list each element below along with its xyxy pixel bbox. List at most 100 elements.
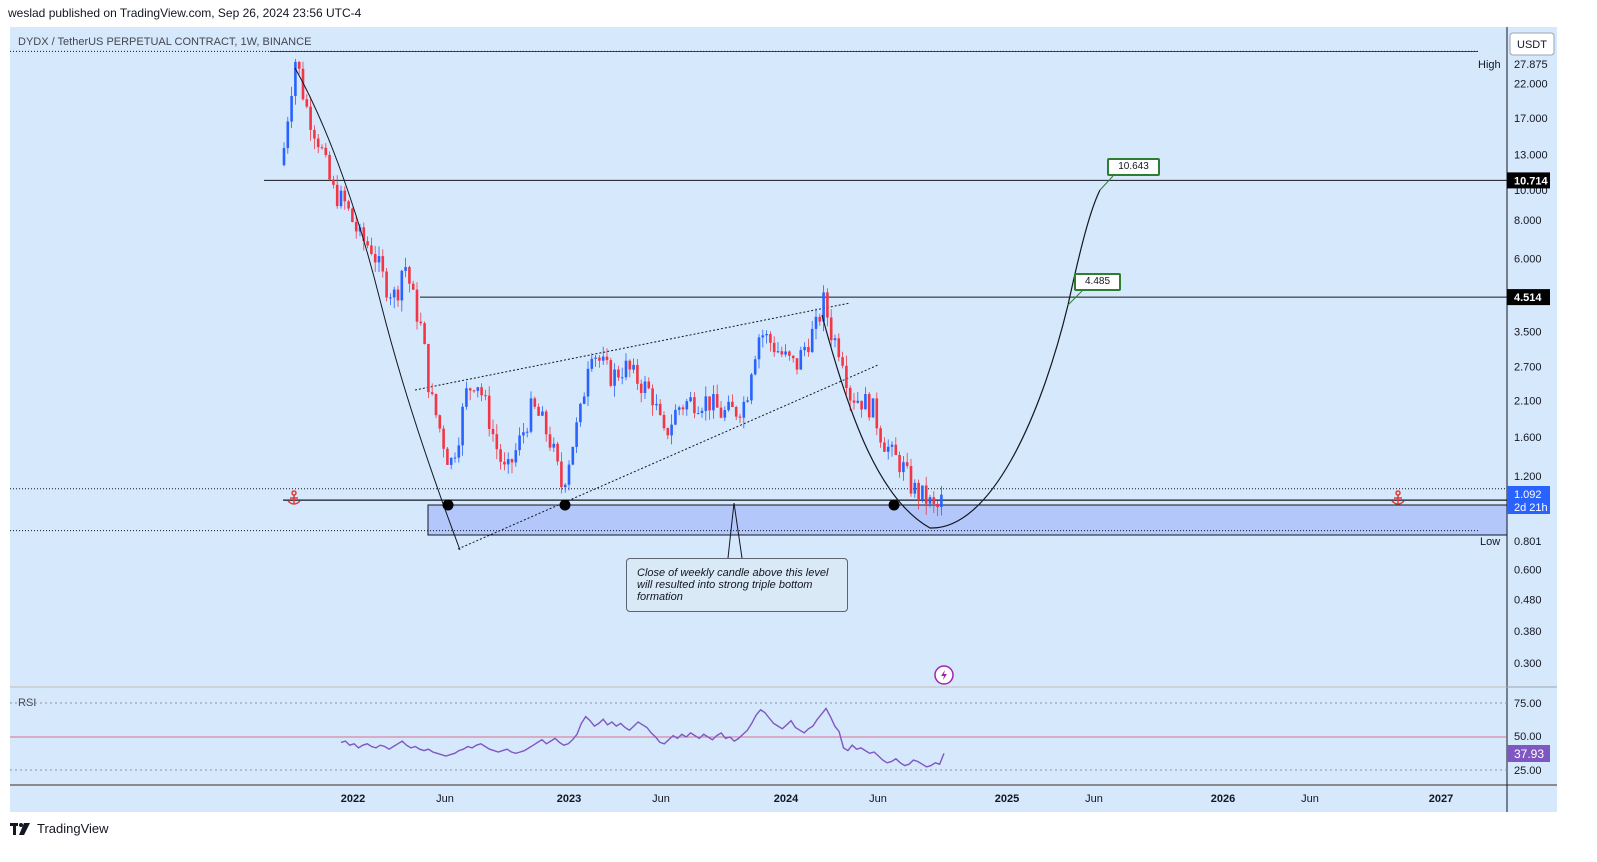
candle-body-58 bbox=[503, 461, 506, 465]
candle-body-164 bbox=[905, 462, 909, 466]
target-callout-10643[interactable]: 10.643 bbox=[1107, 158, 1160, 176]
candle-body-22 bbox=[366, 241, 369, 246]
time-axis-background bbox=[10, 786, 1557, 812]
support-zone[interactable] bbox=[427, 504, 1508, 536]
candle-body-91 bbox=[628, 360, 632, 370]
rsi-current-box bbox=[1507, 745, 1550, 762]
candle-body-8 bbox=[313, 129, 316, 139]
rsi-tick-50: 50.00 bbox=[1514, 731, 1542, 743]
candle-body-10 bbox=[320, 147, 324, 149]
candle-body-1 bbox=[286, 121, 290, 149]
target-callout-4485[interactable]: 4.485 bbox=[1074, 273, 1121, 291]
candle-body-140 bbox=[814, 316, 818, 329]
candle-body-99 bbox=[658, 403, 662, 415]
candle-body-158 bbox=[883, 442, 886, 452]
candle-body-116 bbox=[723, 410, 727, 418]
candle-body-32 bbox=[404, 267, 407, 271]
candle-body-30 bbox=[396, 289, 400, 301]
candle-body-9 bbox=[316, 138, 320, 148]
candle-body-133 bbox=[788, 351, 791, 356]
candle-body-107 bbox=[689, 397, 692, 402]
time-tick-4: 2024 bbox=[774, 793, 799, 805]
candle-body-51 bbox=[476, 387, 480, 391]
time-tick-2: 2023 bbox=[557, 793, 581, 805]
rsi-line bbox=[340, 707, 945, 768]
candle-body-138 bbox=[807, 346, 810, 353]
tradingview-logo-icon bbox=[10, 822, 30, 835]
price-label-box-1 bbox=[1507, 289, 1550, 306]
time-tick-6: 2025 bbox=[995, 793, 1019, 805]
candle-body-137 bbox=[803, 346, 806, 351]
candle-body-28 bbox=[389, 297, 392, 299]
tradingview-brand[interactable]: TradingView bbox=[10, 821, 109, 836]
candle-body-36 bbox=[419, 321, 423, 324]
candle-body-39 bbox=[430, 392, 434, 394]
wedge-upper-line[interactable] bbox=[414, 302, 851, 391]
candle-body-98 bbox=[655, 403, 658, 406]
current-price-countdown: 2d 21h bbox=[1514, 502, 1548, 514]
rsi-pane-background bbox=[10, 688, 1507, 784]
candle-body-161 bbox=[894, 444, 898, 455]
candle-body-121 bbox=[742, 401, 746, 418]
candle-body-53 bbox=[484, 395, 487, 397]
candle-body-87 bbox=[613, 369, 616, 386]
candle-body-160 bbox=[890, 444, 894, 447]
projection-curve[interactable] bbox=[821, 189, 1101, 529]
candle-body-142 bbox=[822, 292, 825, 322]
rsi-tick-25: 25.00 bbox=[1514, 765, 1542, 777]
bottom-marker-2[interactable] bbox=[559, 499, 571, 511]
candle-body-114 bbox=[715, 394, 719, 408]
candle-body-93 bbox=[636, 364, 639, 384]
price-label-box-0 bbox=[1507, 172, 1550, 189]
downtrend-line[interactable] bbox=[294, 67, 461, 551]
candle-body-90 bbox=[624, 360, 628, 378]
wedge-lower-line[interactable] bbox=[457, 364, 879, 550]
lightning-icon[interactable] bbox=[934, 665, 954, 685]
candle-body-173 bbox=[940, 494, 943, 507]
candle-body-125 bbox=[757, 337, 761, 360]
time-tick-0: 2022 bbox=[341, 793, 365, 805]
candle-body-19 bbox=[354, 221, 358, 232]
time-tick-3: Jun bbox=[652, 793, 670, 805]
candle-body-144 bbox=[829, 317, 833, 341]
bottom-marker-3[interactable] bbox=[888, 499, 900, 511]
price-tick-6: 3.500 bbox=[1514, 327, 1542, 339]
candle-body-29 bbox=[392, 289, 396, 298]
candle-body-89 bbox=[620, 377, 624, 379]
candle-body-166 bbox=[913, 482, 917, 494]
anchor-icon[interactable] bbox=[287, 490, 301, 505]
candle-body-167 bbox=[917, 482, 920, 500]
candle-body-59 bbox=[506, 459, 510, 465]
candle-body-126 bbox=[761, 335, 765, 338]
target-pointer-4485 bbox=[1067, 290, 1083, 306]
bottom-marker-1[interactable] bbox=[442, 499, 454, 511]
candle-body-106 bbox=[685, 401, 689, 410]
candle-body-141 bbox=[818, 316, 822, 322]
time-tick-5: Jun bbox=[869, 793, 887, 805]
anchor-icon[interactable] bbox=[1391, 490, 1405, 505]
candle-body-105 bbox=[681, 407, 685, 410]
candle-body-63 bbox=[522, 432, 525, 436]
candle-body-130 bbox=[776, 351, 780, 353]
candle-body-42 bbox=[442, 428, 445, 449]
currency-box[interactable] bbox=[1509, 32, 1555, 56]
candle-body-102 bbox=[670, 424, 673, 436]
candle-body-159 bbox=[886, 446, 890, 452]
annotation-note[interactable]: Close of weekly candle above this level … bbox=[626, 558, 848, 612]
candle-body-56 bbox=[495, 434, 499, 450]
rsi-current-value: 37.93 bbox=[1514, 747, 1544, 761]
candle-body-27 bbox=[385, 271, 388, 298]
candle-body-168 bbox=[921, 485, 924, 500]
candle-body-81 bbox=[590, 358, 594, 369]
candle-body-148 bbox=[845, 365, 848, 388]
candle-body-92 bbox=[632, 364, 635, 370]
candle-body-124 bbox=[753, 359, 757, 375]
candle-body-12 bbox=[328, 155, 331, 180]
candle-body-2 bbox=[290, 96, 293, 122]
candle-body-11 bbox=[324, 147, 328, 155]
candle-body-78 bbox=[579, 403, 582, 423]
tradingview-label: TradingView bbox=[37, 821, 109, 836]
candle-body-35 bbox=[415, 289, 419, 322]
candle-body-112 bbox=[708, 396, 711, 411]
